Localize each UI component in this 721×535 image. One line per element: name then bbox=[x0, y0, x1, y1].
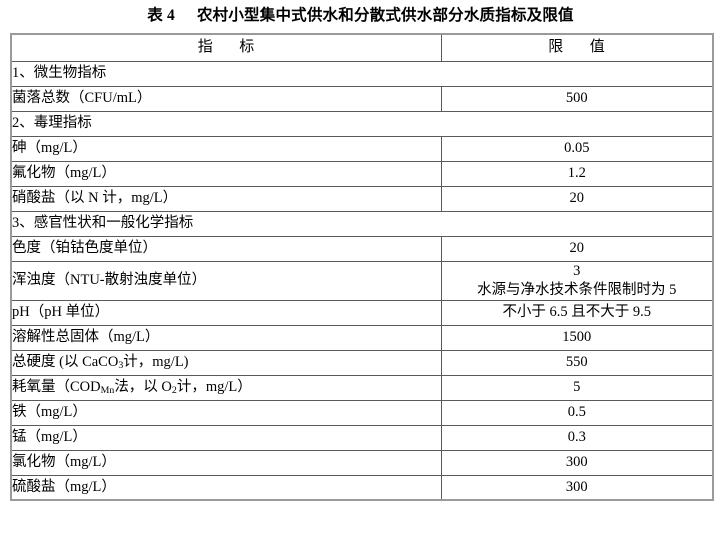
table-row: 菌落总数（CFU/mL） 500 bbox=[10, 85, 714, 112]
table-row: 耗氧量（CODMn法，以 O2计，mg/L） 5 bbox=[10, 374, 714, 401]
indicator-cell: 耗氧量（CODMn法，以 O2计，mg/L） bbox=[10, 374, 442, 401]
table-row: 砷（mg/L） 0.05 bbox=[10, 135, 714, 162]
indicator-cell: 氯化物（mg/L） bbox=[10, 449, 442, 476]
water-quality-table-container: 指标 限值 1、微生物指标 菌落总数（CFU/mL） 500 2、毒理指标 bbox=[10, 33, 714, 502]
limit-cell: 300 bbox=[440, 474, 714, 501]
indicator-cell: 总硬度 (以 CaCO3计，mg/L) bbox=[10, 349, 442, 376]
table-row: 3、感官性状和一般化学指标 bbox=[10, 210, 714, 237]
section-heading-sensory-chemical: 3、感官性状和一般化学指标 bbox=[10, 210, 714, 237]
indicator-cell: 铁（mg/L） bbox=[10, 399, 442, 426]
chemical-subscript-2: 2 bbox=[171, 385, 177, 397]
table-row: 溶解性总固体（mg/L） 1500 bbox=[10, 324, 714, 351]
table-row: 2、毒理指标 bbox=[10, 110, 714, 137]
limit-cell: 1500 bbox=[440, 324, 714, 351]
table-row: pH（pH 单位） 不小于 6.5 且不大于 9.5 bbox=[10, 299, 714, 326]
chemical-subscript: Mn bbox=[100, 385, 115, 397]
table-row: 1、微生物指标 bbox=[10, 60, 714, 87]
column-header-indicator: 指标 bbox=[10, 33, 442, 62]
table-row: 氯化物（mg/L） 300 bbox=[10, 449, 714, 476]
limit-cell: 0.5 bbox=[440, 399, 714, 426]
table-row: 浑浊度（NTU-散射浊度单位） 3 水源与净水技术条件限制时为 5 bbox=[10, 260, 714, 301]
limit-cell: 1.2 bbox=[440, 160, 714, 187]
indicator-cell: 硝酸盐（以 N 计，mg/L） bbox=[10, 185, 442, 212]
column-header-limit-a: 限 bbox=[548, 39, 564, 55]
limit-cell: 550 bbox=[440, 349, 714, 376]
limit-cell: 20 bbox=[440, 235, 714, 262]
table-number: 表 4 bbox=[147, 7, 175, 24]
limit-line-2: 水源与净水技术条件限制时为 5 bbox=[477, 281, 677, 298]
indicator-text-pre: 总硬度 (以 CaCO bbox=[12, 354, 119, 371]
indicator-cell: 氟化物（mg/L） bbox=[10, 160, 442, 187]
limit-cell: 300 bbox=[440, 449, 714, 476]
indicator-text-pre: 耗氧量（COD bbox=[12, 379, 101, 396]
indicator-cell: 硫酸盐（mg/L） bbox=[10, 474, 442, 501]
chemical-subscript: 3 bbox=[118, 360, 124, 372]
indicator-cell: 砷（mg/L） bbox=[10, 135, 442, 162]
indicator-cell: 溶解性总固体（mg/L） bbox=[10, 324, 442, 351]
indicator-text-mid: 法，以 O bbox=[114, 379, 172, 396]
indicator-text-post: 计，mg/L) bbox=[123, 354, 189, 371]
indicator-cell: 锰（mg/L） bbox=[10, 424, 442, 451]
water-quality-table: 指标 限值 1、微生物指标 菌落总数（CFU/mL） 500 2、毒理指标 bbox=[10, 33, 714, 502]
column-header-indicator-b: 标 bbox=[239, 39, 255, 55]
table-row: 硫酸盐（mg/L） 300 bbox=[10, 474, 714, 501]
table-row: 色度（铂钴色度单位） 20 bbox=[10, 235, 714, 262]
table-header-row: 指标 限值 bbox=[10, 33, 714, 62]
column-header-indicator-a: 指 bbox=[197, 39, 214, 55]
table-row: 铁（mg/L） 0.5 bbox=[10, 399, 714, 426]
limit-cell: 20 bbox=[440, 185, 714, 212]
limit-cell: 0.3 bbox=[440, 424, 714, 451]
column-header-limit-b: 值 bbox=[589, 39, 606, 55]
table-title: 表 4 农村小型集中式供水和分散式供水部分水质指标及限值 bbox=[0, 0, 721, 32]
table-row: 硝酸盐（以 N 计，mg/L） 20 bbox=[10, 185, 714, 212]
indicator-cell: 菌落总数（CFU/mL） bbox=[10, 85, 442, 112]
limit-cell: 3 水源与净水技术条件限制时为 5 bbox=[440, 260, 714, 301]
indicator-cell: 色度（铂钴色度单位） bbox=[10, 235, 442, 262]
limit-cell: 5 bbox=[440, 374, 714, 401]
table-row: 锰（mg/L） 0.3 bbox=[10, 424, 714, 451]
table-row: 氟化物（mg/L） 1.2 bbox=[10, 160, 714, 187]
limit-cell: 不小于 6.5 且不大于 9.5 bbox=[440, 299, 714, 326]
indicator-text-post: 计，mg/L） bbox=[176, 379, 252, 396]
section-heading-microbial: 1、微生物指标 bbox=[10, 60, 714, 87]
limit-multiline: 3 水源与净水技术条件限制时为 5 bbox=[442, 262, 713, 300]
table-body: 指标 限值 1、微生物指标 菌落总数（CFU/mL） 500 2、毒理指标 bbox=[10, 33, 714, 501]
indicator-cell: pH（pH 单位） bbox=[10, 299, 442, 326]
indicator-cell: 浑浊度（NTU-散射浊度单位） bbox=[10, 260, 442, 301]
column-header-limit: 限值 bbox=[440, 33, 714, 62]
table-caption-text: 农村小型集中式供水和分散式供水部分水质指标及限值 bbox=[196, 7, 574, 24]
limit-line-1: 3 bbox=[573, 262, 581, 279]
limit-cell: 500 bbox=[440, 85, 714, 112]
limit-cell: 0.05 bbox=[440, 135, 714, 162]
section-heading-toxicological: 2、毒理指标 bbox=[10, 110, 714, 137]
table-row: 总硬度 (以 CaCO3计，mg/L) 550 bbox=[10, 349, 714, 376]
